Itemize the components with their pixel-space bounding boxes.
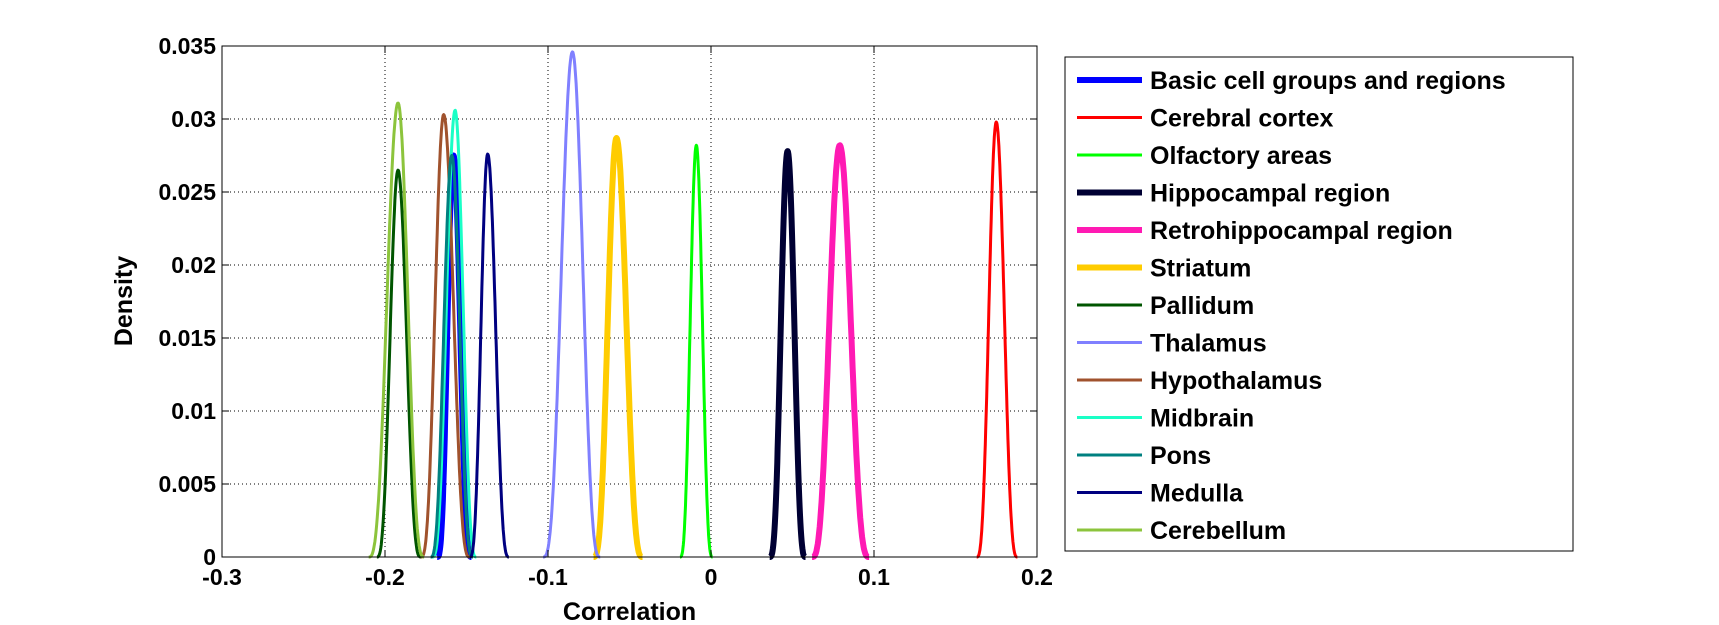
legend-label: Pallidum: [1150, 292, 1254, 320]
y-tick-label: 0.025: [158, 179, 216, 205]
series-line-6: [375, 168, 422, 559]
series-line-10: [429, 154, 474, 559]
y-tick-label: 0.02: [171, 252, 216, 278]
plot-frame: [221, 45, 1038, 558]
series-line-8: [419, 113, 471, 559]
legend-label: Cerebellum: [1150, 517, 1286, 545]
y-tick-label: 0.03: [171, 106, 216, 132]
legend-label: Olfactory areas: [1150, 142, 1332, 170]
legend-label: Pons: [1150, 442, 1211, 470]
x-tick-label: 0.1: [858, 564, 890, 590]
x-tick-label: -0.2: [365, 564, 405, 590]
legend-label: Basic cell groups and regions: [1150, 67, 1506, 95]
series-line-12: [367, 101, 425, 559]
legend-label: Midbrain: [1150, 405, 1254, 433]
series-lines: [367, 50, 1019, 560]
legend-label: Retrohippocampal region: [1150, 217, 1453, 245]
legend-label: Hippocampal region: [1150, 180, 1390, 208]
series-line-4: [809, 142, 872, 560]
x-tick-label: 0: [705, 564, 718, 590]
y-tick-label: 0.005: [158, 471, 216, 497]
series-line-7: [542, 50, 601, 559]
y-tick-label: 0.015: [158, 325, 216, 351]
y-tick-label: 0: [203, 544, 216, 570]
y-tick-label: 0.01: [171, 398, 216, 424]
x-tick-label: 0.2: [1021, 564, 1053, 590]
series-line-1: [975, 120, 1019, 559]
legend-box: [1064, 56, 1574, 552]
legend-label: Thalamus: [1150, 330, 1267, 358]
x-tick-label: -0.3: [202, 564, 242, 590]
x-tick-label: -0.1: [528, 564, 568, 590]
legend-label: Hypothalamus: [1150, 367, 1322, 395]
legend: Basic cell groups and regions Cerebral co…: [1064, 56, 1574, 552]
series-line-2: [678, 143, 714, 559]
y-tick-label: 0.035: [158, 33, 216, 59]
legend-label: Striatum: [1150, 255, 1251, 283]
series-line-9: [431, 108, 478, 559]
legend-label: Medulla: [1150, 480, 1244, 508]
series-line-5: [591, 135, 645, 560]
x-axis-label: Correlation: [563, 598, 696, 625]
series-line-11: [468, 152, 510, 559]
legend-label: Cerebral cortex: [1150, 105, 1334, 133]
axis-ticks: -0.3 -0.2 -0.1 0 0.1 0.2 0 0.005 0.01 0.015 0.02 0.…: [158, 33, 1053, 590]
y-axis-label: Density: [110, 256, 138, 346]
series-line-3: [767, 148, 809, 560]
